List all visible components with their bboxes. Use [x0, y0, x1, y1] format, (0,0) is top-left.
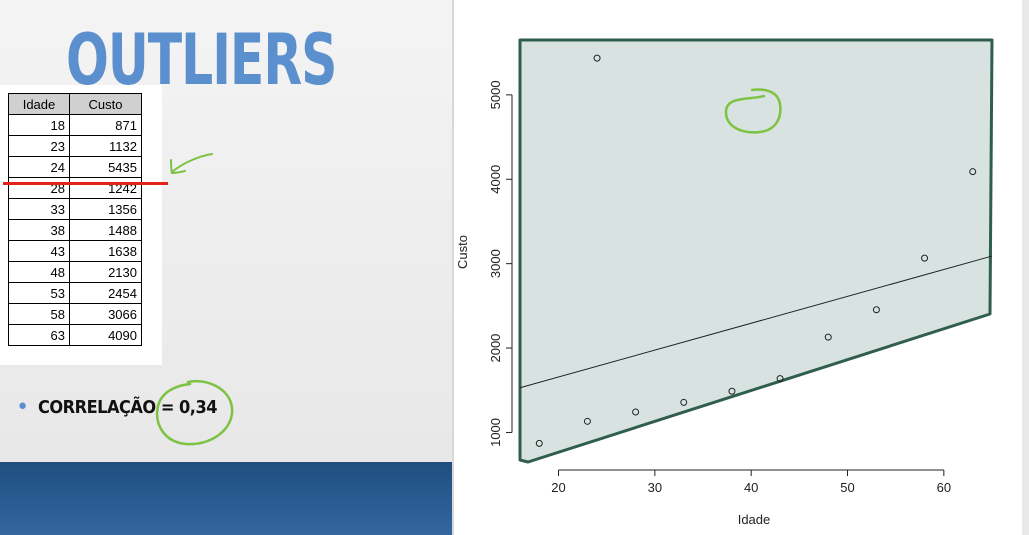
cell-custo: 871: [69, 114, 142, 136]
table-row: 33 1356: [8, 198, 142, 220]
x-tick-label: 60: [937, 480, 951, 495]
y-tick-label: 2000: [488, 334, 503, 363]
table-row: 53 2454: [8, 282, 142, 304]
x-tick-label: 40: [744, 480, 758, 495]
cell-idade: 53: [8, 282, 70, 304]
data-point: [776, 375, 784, 383]
cell-idade: 63: [8, 324, 70, 346]
data-point: [969, 168, 977, 176]
y-tick-label: 5000: [488, 80, 503, 109]
cell-idade: 43: [8, 240, 70, 262]
chart-axes: 20 30 40 50 60 1000 2000 3000 4000 5000: [488, 80, 951, 495]
cell-custo: 4090: [69, 324, 142, 346]
cell-idade: 28: [8, 177, 70, 199]
cell-custo: 1132: [69, 135, 142, 157]
cell-idade: 24: [8, 156, 70, 178]
cell-idade: 58: [8, 303, 70, 325]
circle-annotation-icon: [155, 379, 234, 446]
data-point: [680, 398, 688, 406]
data-point: [872, 306, 880, 314]
table-row: 38 1488: [8, 219, 142, 241]
data-point: [632, 408, 640, 416]
table-row: 48 2130: [8, 261, 142, 283]
x-tick-label: 20: [551, 480, 565, 495]
cell-idade: 23: [8, 135, 70, 157]
table-row: 28 1242: [8, 177, 142, 199]
column-header-idade: Idade: [8, 93, 70, 115]
cell-idade: 33: [8, 198, 70, 220]
slide-panel: OUTLIERS Idade Custo 18 871 23 1132 24 5435 28…: [0, 0, 452, 535]
cell-idade: 38: [8, 219, 70, 241]
data-point: [921, 254, 929, 262]
table-row: 24 5435: [8, 156, 142, 178]
data-point: [824, 333, 832, 341]
x-tick-label: 50: [840, 480, 854, 495]
edge-strip: [1022, 0, 1029, 535]
x-tick-label: 30: [648, 480, 662, 495]
table-row: 18 871: [8, 114, 142, 136]
cell-custo: 1242: [69, 177, 142, 199]
circle-annotation-icon: [724, 88, 782, 134]
cell-custo: 1488: [69, 219, 142, 241]
cell-custo: 2454: [69, 282, 142, 304]
cell-idade: 18: [8, 114, 70, 136]
cell-idade: 48: [8, 261, 70, 283]
cell-custo: 1638: [69, 240, 142, 262]
cell-custo: 5435: [69, 156, 142, 178]
panel-divider: [452, 0, 454, 535]
bullet-icon: ●: [18, 397, 28, 414]
footer-band: [0, 462, 452, 535]
table-row: 23 1132: [8, 135, 142, 157]
y-tick-label: 1000: [488, 418, 503, 447]
arrow-annotation-icon: [170, 153, 213, 175]
table-header-row: Idade Custo: [8, 93, 142, 115]
chart-marks: [519, 54, 993, 447]
data-table-panel: Idade Custo 18 871 23 1132 24 5435 28 1242 33 135…: [0, 85, 162, 365]
column-header-custo: Custo: [69, 93, 142, 115]
y-tick-label: 3000: [488, 249, 503, 278]
regression-line: [519, 255, 993, 389]
data-point: [583, 417, 591, 425]
scatter-plot: 20 30 40 50 60 1000 2000 3000 4000 5000 Idade Cus…: [455, 38, 994, 527]
data-table: Idade Custo 18 871 23 1132 24 5435 28 1242 33 135…: [8, 93, 142, 346]
y-axis-label: Custo: [455, 235, 470, 269]
table-row: 58 3066: [8, 303, 142, 325]
x-axis-label: Idade: [738, 512, 771, 527]
correlation-text: CORRELAÇÃO = 0,34: [38, 397, 217, 418]
highlight-region: [518, 38, 994, 464]
cell-custo: 2130: [69, 261, 142, 283]
table-row: 43 1638: [8, 240, 142, 262]
cell-custo: 1356: [69, 198, 142, 220]
table-row: 63 4090: [8, 324, 142, 346]
data-point: [728, 387, 736, 395]
cell-custo: 3066: [69, 303, 142, 325]
data-point: [535, 439, 543, 447]
y-tick-label: 4000: [488, 165, 503, 194]
outlier-underline: [3, 182, 168, 185]
data-point: [593, 54, 601, 62]
